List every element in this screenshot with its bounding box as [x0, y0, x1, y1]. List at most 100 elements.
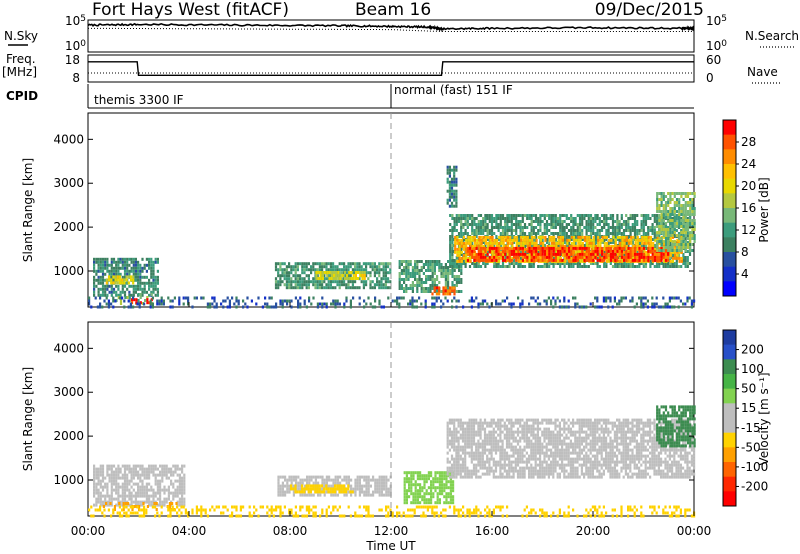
- echo-cell: [110, 284, 113, 288]
- echo-cell: [477, 255, 480, 259]
- echo-cell: [319, 277, 322, 280]
- echo-cell: [451, 253, 454, 256]
- echo-cell: [671, 243, 674, 246]
- echo-cell: [431, 281, 434, 284]
- echo-cell: [277, 493, 280, 497]
- echo-cell: [664, 216, 668, 219]
- echo-cell: [183, 503, 186, 507]
- echo-cell: [451, 289, 454, 293]
- echo-cell: [608, 244, 611, 248]
- echo-cell: [416, 269, 419, 272]
- echo-cell: [484, 258, 487, 262]
- echo-cell: [601, 235, 604, 239]
- echo-cell: [307, 268, 310, 272]
- echo-cell: [373, 286, 376, 290]
- echo-cell: [112, 260, 116, 264]
- echo-cell: [118, 278, 122, 282]
- echo-cell: [450, 201, 454, 205]
- echo-cell: [486, 258, 489, 262]
- echo-cell: [126, 287, 129, 291]
- echo-cell: [340, 283, 343, 287]
- echo-cell: [596, 305, 599, 309]
- echo-cell: [318, 280, 321, 284]
- echo-cell: [499, 232, 502, 235]
- echo-cell: [660, 252, 663, 256]
- echo-cell: [104, 260, 107, 264]
- echo-cell: [115, 269, 118, 273]
- echo-cell: [585, 305, 588, 309]
- echo-cell: [572, 220, 575, 223]
- echo-cell: [141, 467, 144, 471]
- echo-cell: [548, 235, 551, 239]
- echo-cell: [598, 229, 601, 232]
- echo-cell: [521, 226, 524, 229]
- echo-cell: [115, 467, 118, 471]
- echo-cell: [290, 478, 293, 482]
- echo-cell: [586, 235, 589, 239]
- echo-cell: [508, 226, 511, 229]
- echo-cell: [345, 271, 348, 275]
- echo-cell: [662, 305, 665, 309]
- echo-cell: [656, 198, 659, 201]
- echo-cell: [347, 286, 350, 290]
- echo-cell: [101, 287, 105, 291]
- echo-cell: [148, 494, 151, 498]
- echo-cell: [559, 258, 562, 262]
- echo-cell: [128, 503, 131, 507]
- echo-cell: [350, 493, 353, 497]
- echo-cell: [642, 244, 645, 247]
- echo-cell: [145, 275, 148, 279]
- echo-cell: [592, 255, 595, 259]
- echo-cell: [143, 284, 146, 288]
- echo-cell: [486, 252, 489, 256]
- echo-cell: [303, 484, 306, 488]
- echo-cell: [458, 275, 461, 278]
- echo-cell: [512, 255, 516, 259]
- echo-cell: [361, 484, 364, 488]
- echo-cell: [400, 272, 403, 275]
- echo-cell: [451, 256, 454, 259]
- echo-cell: [475, 265, 478, 268]
- echo-cell: [296, 280, 299, 284]
- echo-cell: [129, 278, 133, 282]
- echo-cell: [187, 299, 190, 303]
- echo-cell: [456, 238, 459, 242]
- echo-cell: [596, 246, 599, 250]
- echo-cell: [520, 241, 523, 245]
- echo-cell: [662, 219, 665, 222]
- echo-cell: [642, 302, 645, 306]
- echo-cell: [619, 256, 622, 260]
- echo-cell: [598, 220, 601, 223]
- echo-cell: [130, 284, 133, 288]
- echo-cell: [506, 217, 509, 220]
- echo-cell: [106, 488, 109, 492]
- echo-cell: [675, 243, 679, 246]
- echo-cell: [653, 249, 656, 253]
- echo-cell: [141, 479, 144, 483]
- echo-cell: [534, 299, 537, 303]
- echo-cell: [585, 226, 588, 229]
- echo-cell: [152, 473, 155, 477]
- echo-cell: [132, 266, 135, 270]
- echo-cell: [307, 283, 310, 287]
- echo-cell: [471, 238, 474, 242]
- echo-cell: [614, 235, 617, 238]
- echo-cell: [471, 220, 474, 223]
- echo-cell: [543, 249, 546, 253]
- echo-cell: [620, 265, 623, 268]
- echo-cell: [299, 274, 302, 278]
- echo-cell: [545, 220, 549, 223]
- echo-cell: [316, 274, 319, 278]
- echo-cell: [499, 226, 502, 229]
- echo-cell: [411, 302, 414, 306]
- echo-cell: [466, 214, 469, 217]
- echo-cell: [150, 485, 153, 489]
- echo-cell: [673, 204, 676, 207]
- echo-cell: [431, 305, 434, 309]
- echo-cell: [662, 213, 665, 216]
- echo-cell: [488, 255, 491, 259]
- echo-cell: [101, 305, 104, 309]
- echo-cell: [305, 265, 308, 269]
- echo-cell: [671, 222, 674, 225]
- echo-cell: [554, 220, 557, 223]
